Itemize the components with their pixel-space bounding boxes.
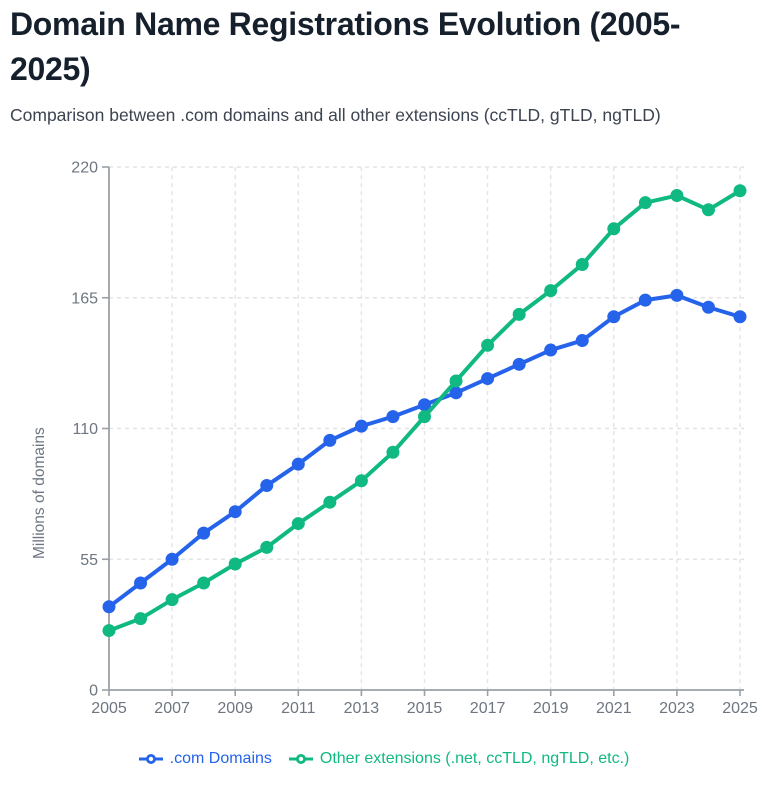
data-point-0-2011[interactable]	[291, 457, 305, 471]
x-tick-label: 2009	[217, 700, 253, 717]
data-point-0-2018[interactable]	[512, 357, 526, 371]
data-point-0-2022[interactable]	[638, 293, 652, 307]
chart-canvas[interactable]: 2005 2007 2009 2011 2013 2015 2017 2019 2021 2023…	[0, 150, 767, 725]
data-point-0-2010[interactable]	[260, 479, 274, 493]
data-point-0-2013[interactable]	[354, 419, 368, 433]
data-point-1-2015[interactable]	[418, 410, 431, 424]
data-point-1-2022[interactable]	[638, 196, 652, 210]
x-tick-label: 2013	[344, 700, 380, 717]
data-point-1-2025[interactable]	[733, 184, 747, 198]
data-point-0-2007[interactable]	[165, 552, 179, 566]
legend-label: Other extensions (.net, ccTLD, ngTLD, et…	[319, 750, 630, 767]
data-point-0-2021[interactable]	[607, 310, 621, 324]
data-point-0-2017[interactable]	[481, 372, 495, 386]
chart-legend: .com Domains Other extensions (.net, ccT…	[0, 750, 767, 768]
legend-label: .com Domains	[169, 750, 272, 767]
data-point-0-2009[interactable]	[228, 505, 242, 519]
data-point-1-2009[interactable]	[228, 557, 242, 571]
data-point-1-2012[interactable]	[323, 495, 337, 509]
y-tick-label: 220	[71, 160, 98, 177]
data-point-0-2019[interactable]	[544, 343, 558, 357]
page-subtitle: Comparison between .com domains and all …	[10, 105, 661, 125]
data-point-1-2010[interactable]	[260, 540, 274, 554]
data-point-0-2012[interactable]	[323, 433, 337, 447]
data-point-0-2008[interactable]	[197, 526, 211, 540]
data-point-1-2020[interactable]	[575, 257, 589, 271]
x-tick-label: 2017	[470, 700, 506, 717]
data-point-0-2023[interactable]	[670, 288, 684, 302]
y-tick-label: 165	[71, 290, 98, 307]
data-point-0-2025[interactable]	[733, 310, 747, 324]
data-point-0-2016[interactable]	[449, 386, 463, 400]
data-point-1-2019[interactable]	[544, 284, 558, 298]
x-tick-label: 2025	[722, 700, 758, 717]
data-point-0-2005[interactable]	[102, 600, 116, 614]
x-tick-label: 2023	[659, 700, 695, 717]
page-title: Domain Name Registrations Evolution (200…	[10, 6, 681, 88]
line-point-marker-icon	[138, 753, 164, 765]
legend-item-other-extensions[interactable]: Other extensions (.net, ccTLD, ngTLD, et…	[288, 750, 629, 768]
data-point-1-2011[interactable]	[291, 517, 305, 531]
line-chart[interactable]: 2005 2007 2009 2011 2013 2015 2017 2019 2021 2023…	[0, 150, 767, 725]
data-point-1-2018[interactable]	[512, 307, 526, 321]
data-point-0-2014[interactable]	[386, 410, 400, 424]
y-axis-title: Millions of domains	[31, 427, 48, 559]
data-point-1-2008[interactable]	[197, 576, 211, 590]
line-point-marker-icon	[288, 753, 314, 765]
legend-item-com-domains[interactable]: .com Domains	[138, 750, 272, 768]
data-point-1-2014[interactable]	[386, 445, 400, 459]
data-point-1-2017[interactable]	[481, 338, 495, 352]
data-point-0-2006[interactable]	[134, 576, 148, 590]
data-point-1-2007[interactable]	[165, 593, 179, 607]
data-point-1-2016[interactable]	[449, 374, 463, 388]
x-tick-label: 2011	[281, 700, 316, 717]
data-point-1-2021[interactable]	[607, 222, 621, 236]
x-tick-label: 2021	[596, 700, 632, 717]
data-point-0-2015[interactable]	[418, 398, 431, 412]
x-tick-label: 2007	[154, 700, 190, 717]
data-point-1-2023[interactable]	[670, 189, 684, 203]
data-point-0-2024[interactable]	[701, 300, 715, 314]
y-tick-label: 55	[80, 552, 98, 569]
data-point-1-2024[interactable]	[701, 203, 715, 217]
y-tick-label: 0	[89, 683, 98, 700]
data-point-1-2006[interactable]	[134, 612, 148, 626]
data-point-0-2020[interactable]	[575, 334, 589, 348]
x-tick-label: 2005	[91, 700, 127, 717]
x-tick-label: 2019	[533, 700, 569, 717]
data-point-1-2013[interactable]	[354, 474, 368, 488]
y-tick-label: 110	[72, 421, 98, 438]
data-point-1-2005[interactable]	[102, 624, 116, 638]
x-tick-label: 2015	[407, 700, 443, 717]
